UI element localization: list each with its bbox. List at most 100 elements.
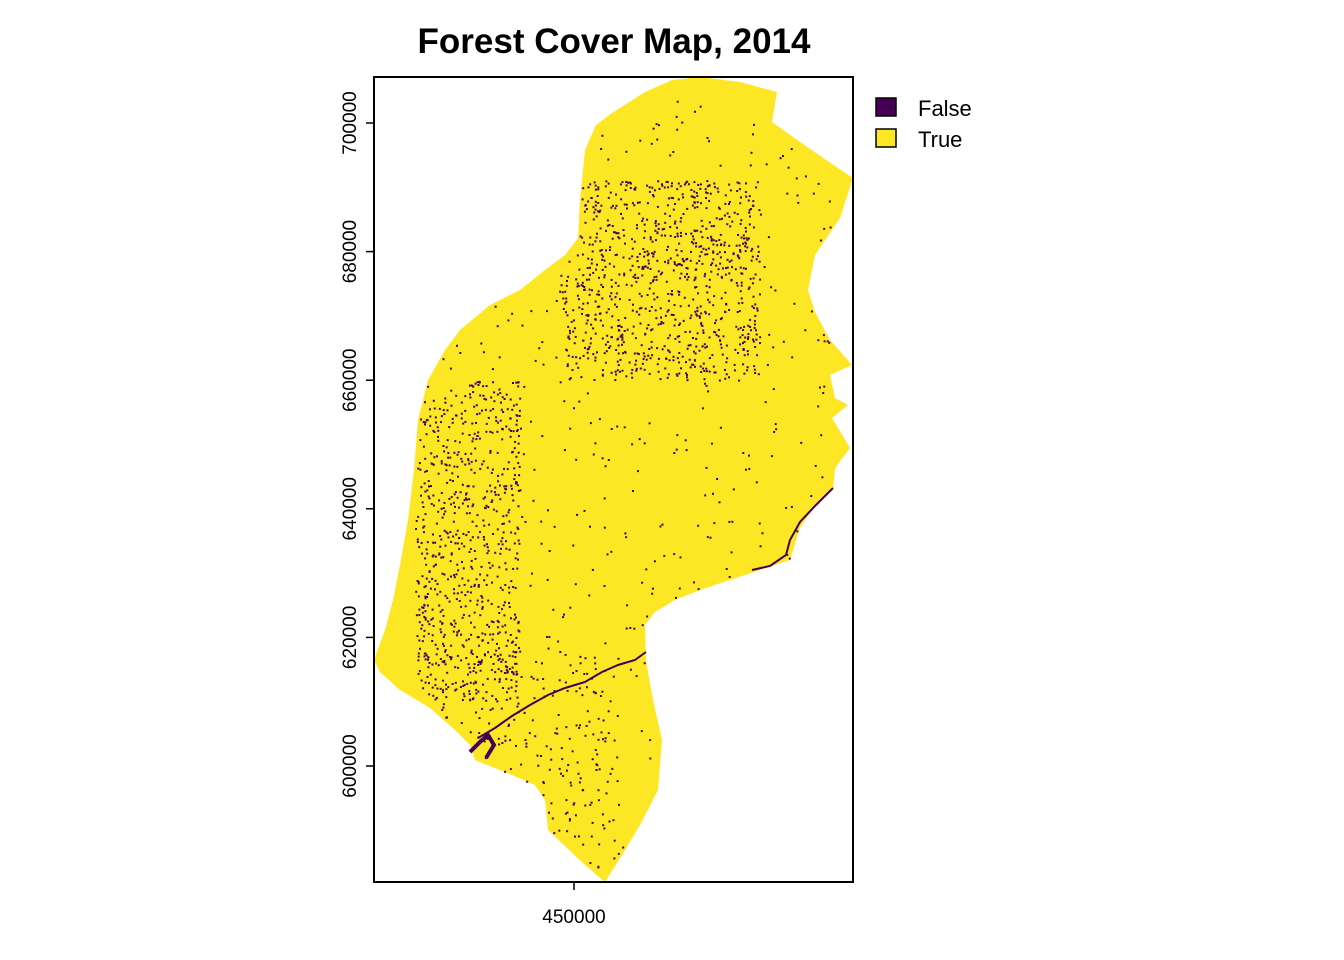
nonforest-pixel <box>739 290 742 293</box>
nonforest-pixel <box>639 139 642 142</box>
nonforest-pixel <box>638 438 641 441</box>
nonforest-pixel <box>678 587 681 590</box>
nonforest-pixel <box>755 338 758 341</box>
nonforest-pixel <box>707 247 710 250</box>
nonforest-pixel <box>479 467 482 470</box>
nonforest-pixel <box>795 177 798 180</box>
nonforest-pixel <box>621 181 624 184</box>
nonforest-pixel <box>438 407 441 410</box>
nonforest-pixel <box>738 310 741 313</box>
nonforest-pixel <box>512 499 515 502</box>
nonforest-pixel <box>759 545 762 548</box>
nonforest-pixel <box>697 524 700 527</box>
nonforest-pixel <box>424 652 427 655</box>
nonforest-pixel <box>517 442 520 445</box>
nonforest-pixel <box>757 250 760 253</box>
nonforest-pixel <box>505 669 508 672</box>
nonforest-pixel <box>652 292 655 295</box>
nonforest-pixel <box>589 342 592 345</box>
nonforest-pixel <box>453 512 456 515</box>
nonforest-pixel <box>685 372 688 375</box>
nonforest-pixel <box>738 257 741 260</box>
nonforest-pixel <box>470 460 473 463</box>
nonforest-pixel <box>431 577 434 580</box>
nonforest-pixel <box>488 625 491 628</box>
nonforest-pixel <box>682 319 685 322</box>
x-axis: 450000 <box>542 882 606 928</box>
nonforest-pixel <box>584 221 587 224</box>
nonforest-pixel <box>673 452 676 454</box>
nonforest-pixel <box>442 706 445 709</box>
nonforest-pixel <box>456 496 459 499</box>
nonforest-pixel <box>691 204 694 207</box>
nonforest-pixel <box>641 274 644 277</box>
nonforest-pixel <box>426 593 429 595</box>
nonforest-pixel <box>661 523 664 526</box>
nonforest-pixel <box>440 556 443 559</box>
nonforest-pixel <box>454 681 457 684</box>
nonforest-pixel <box>609 700 612 703</box>
nonforest-pixel <box>515 670 518 673</box>
nonforest-pixel <box>534 359 537 362</box>
nonforest-pixel <box>436 426 439 429</box>
nonforest-pixel <box>666 376 669 379</box>
nonforest-pixel <box>486 490 489 493</box>
nonforest-pixel <box>456 563 459 566</box>
nonforest-pixel <box>724 273 727 276</box>
nonforest-pixel <box>652 195 655 198</box>
nonforest-pixel <box>459 352 462 354</box>
nonforest-pixel <box>633 204 636 207</box>
nonforest-pixel <box>603 259 606 262</box>
nonforest-pixel <box>452 535 455 538</box>
nonforest-pixel <box>472 682 475 685</box>
nonforest-pixel <box>641 362 644 365</box>
nonforest-pixel <box>724 291 727 294</box>
nonforest-pixel <box>603 497 606 500</box>
nonforest-pixel <box>494 486 497 489</box>
nonforest-pixel <box>501 742 504 744</box>
nonforest-pixel <box>717 328 720 331</box>
nonforest-pixel <box>496 642 498 645</box>
nonforest-pixel <box>474 557 477 560</box>
nonforest-pixel <box>477 661 480 664</box>
nonforest-pixel <box>712 258 715 261</box>
nonforest-pixel <box>646 218 649 221</box>
nonforest-pixel <box>581 198 584 201</box>
nonforest-pixel <box>480 565 483 568</box>
nonforest-pixel <box>472 485 475 488</box>
nonforest-pixel <box>426 419 429 422</box>
nonforest-pixel <box>655 239 657 242</box>
nonforest-pixel <box>567 336 570 339</box>
nonforest-pixel <box>443 413 446 416</box>
nonforest-pixel <box>649 357 652 360</box>
nonforest-pixel <box>678 293 681 296</box>
nonforest-pixel <box>597 202 600 204</box>
nonforest-pixel <box>533 697 536 700</box>
nonforest-pixel <box>689 366 692 369</box>
nonforest-pixel <box>526 780 529 783</box>
nonforest-pixel <box>585 725 588 727</box>
nonforest-pixel <box>683 183 686 186</box>
nonforest-pixel <box>502 687 504 689</box>
nonforest-pixel <box>555 727 558 730</box>
nonforest-pixel <box>462 692 465 695</box>
nonforest-pixel <box>468 690 471 693</box>
nonforest-pixel <box>671 182 673 185</box>
nonforest-pixel <box>675 596 677 599</box>
nonforest-pixel <box>437 439 440 442</box>
nonforest-pixel <box>744 250 747 253</box>
nonforest-pixel <box>657 323 660 326</box>
nonforest-pixel <box>686 379 689 382</box>
nonforest-pixel <box>482 536 485 538</box>
nonforest-pixel <box>732 252 735 255</box>
nonforest-pixel <box>728 183 731 186</box>
nonforest-pixel <box>712 251 715 254</box>
nonforest-pixel <box>736 311 739 313</box>
nonforest-pixel <box>698 255 701 258</box>
nonforest-pixel <box>713 182 716 185</box>
nonforest-pixel <box>593 211 596 214</box>
nonforest-pixel <box>478 717 481 720</box>
nonforest-pixel <box>608 820 611 823</box>
nonforest-pixel <box>524 520 527 523</box>
nonforest-pixel <box>704 494 707 497</box>
